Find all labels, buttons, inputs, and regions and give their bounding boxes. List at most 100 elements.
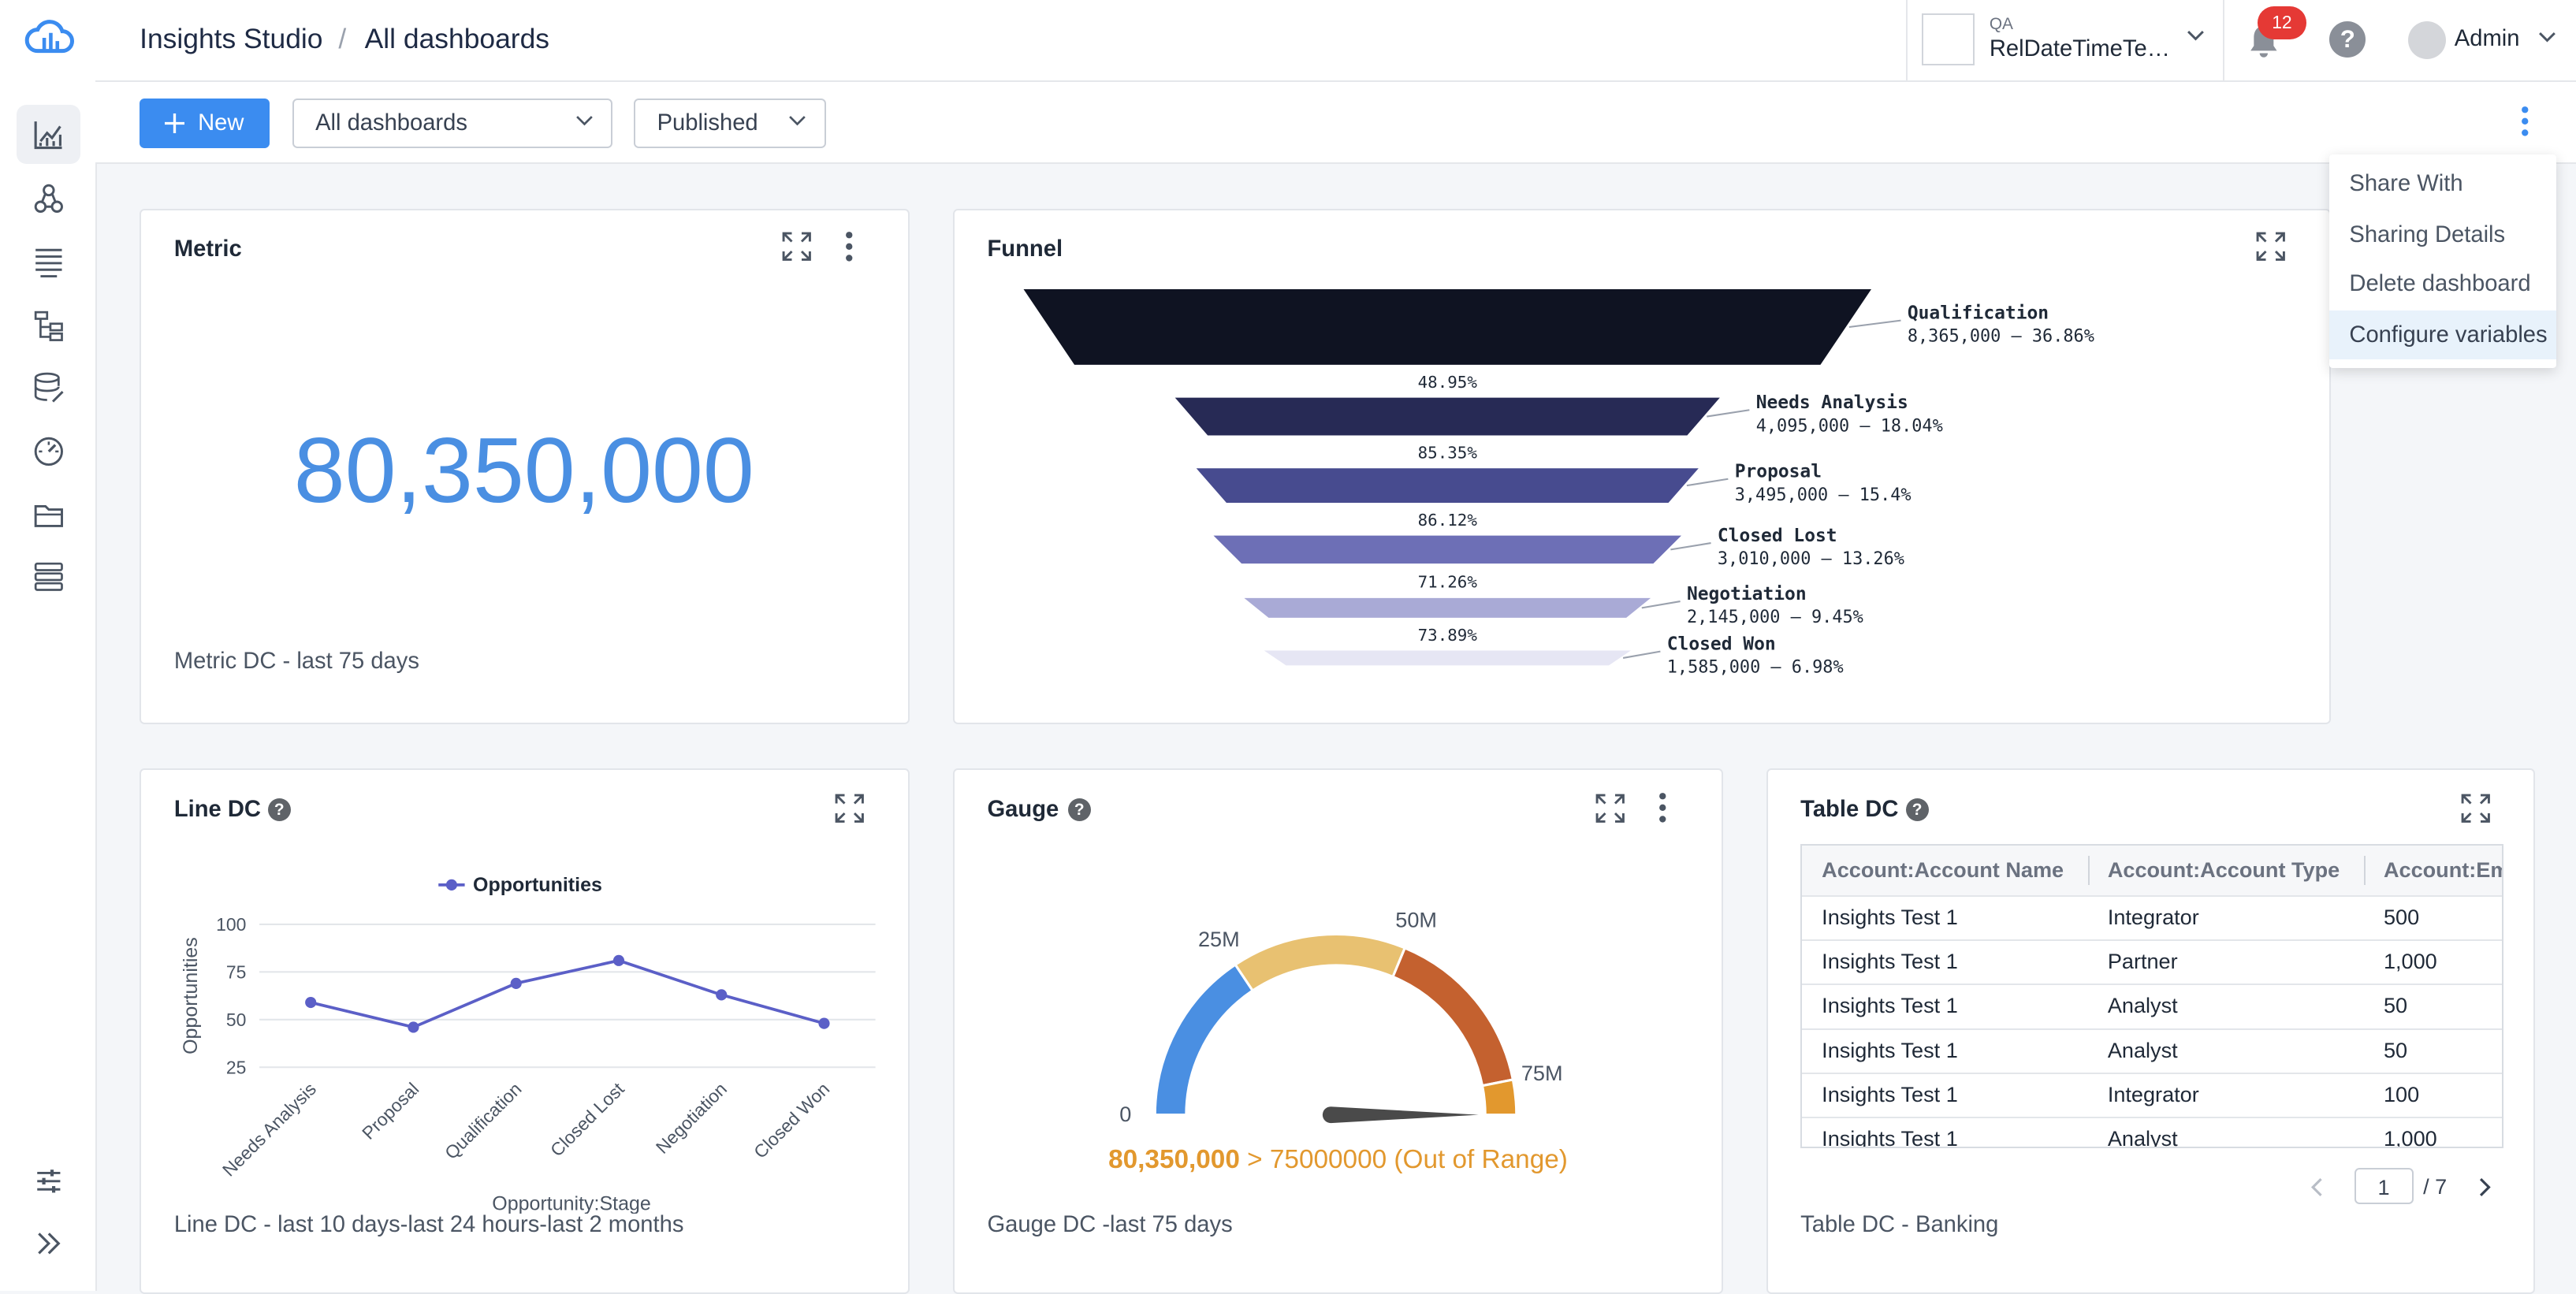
menu-item-configure-variables[interactable]: Configure variables bbox=[2329, 310, 2556, 360]
expand-icon[interactable] bbox=[2256, 232, 2286, 262]
hierarchy-icon bbox=[34, 310, 63, 341]
table-row[interactable]: Insights Test 1 Integrator 500 bbox=[1802, 895, 2503, 941]
table-cell: Insights Test 1 bbox=[1822, 993, 1958, 1018]
status-filter-select[interactable]: Published bbox=[634, 99, 827, 148]
funnel-segment[interactable] bbox=[1174, 397, 1720, 436]
column-header[interactable]: Account:Account Type bbox=[2107, 857, 2340, 883]
data-point[interactable] bbox=[408, 1021, 419, 1033]
top-bar: Insights Studio / All dashboards QA RelD… bbox=[95, 0, 2576, 83]
funnel-segment[interactable] bbox=[1244, 597, 1651, 618]
sidebar-settings[interactable] bbox=[17, 1151, 80, 1210]
chevron-left-icon[interactable] bbox=[2310, 1177, 2323, 1197]
data-point[interactable] bbox=[716, 989, 728, 1001]
sidebar-item-hierarchy[interactable] bbox=[17, 296, 80, 355]
plus-icon bbox=[165, 113, 185, 133]
new-dashboard-button[interactable]: New bbox=[140, 99, 270, 148]
funnel-card: Funnel Qualification 8,365,000 – 36.86% 48… bbox=[952, 208, 2332, 724]
column-header[interactable]: Account:Emp bbox=[2383, 857, 2502, 883]
funnel-stage-label: Proposal bbox=[1735, 461, 1822, 482]
series-line bbox=[310, 959, 825, 1029]
menu-item-sharing-details[interactable]: Sharing Details bbox=[2349, 221, 2506, 247]
funnel-conversion-label: 73.89% bbox=[1417, 626, 1477, 645]
x-tick-label: Qualification bbox=[441, 1079, 526, 1164]
table-cell: 100 bbox=[2383, 1081, 2420, 1106]
funnel-segment[interactable] bbox=[1196, 467, 1699, 503]
gauge-tick-label: 25M bbox=[1198, 928, 1240, 952]
dashboard-filter-select[interactable]: All dashboards bbox=[292, 99, 613, 148]
table-row[interactable]: Insights Test 1 Integrator 100 bbox=[1802, 1073, 2503, 1119]
table-cell: 50 bbox=[2383, 993, 2408, 1018]
column-header[interactable]: Account:Account Name bbox=[1822, 857, 2064, 883]
info-icon[interactable]: ? bbox=[1067, 798, 1091, 821]
info-icon[interactable]: ? bbox=[1905, 798, 1929, 821]
funnel-segment[interactable] bbox=[1213, 535, 1681, 563]
sidebar-item-reports[interactable] bbox=[17, 232, 80, 291]
more-options-icon[interactable] bbox=[2520, 105, 2530, 138]
data-model-icon bbox=[34, 184, 63, 214]
page-number-input[interactable]: 1 bbox=[2354, 1167, 2414, 1204]
funnel-connector bbox=[1622, 650, 1661, 659]
table-cell: Insights Test 1 bbox=[1822, 1126, 1958, 1148]
breadcrumb-app-title[interactable]: Insights Studio bbox=[140, 23, 323, 55]
funnel-chart: Qualification 8,365,000 – 36.86% 48.95% Nee… bbox=[1023, 288, 2094, 677]
data-point[interactable] bbox=[818, 1017, 830, 1030]
table-cell: Insights Test 1 bbox=[1822, 1081, 1958, 1106]
table-row[interactable]: Insights Test 1 Analyst 50 bbox=[1802, 984, 2503, 1030]
y-tick-label: 25 bbox=[226, 1058, 246, 1078]
card-footer: Line DC - last 10 days-last 24 hours-las… bbox=[173, 1212, 684, 1238]
sidebar-item-stack[interactable] bbox=[17, 547, 80, 606]
workspace-selector[interactable]: QA RelDateTimeTes... bbox=[1905, 0, 2224, 81]
avatar[interactable] bbox=[2408, 21, 2447, 60]
card-title: Metric bbox=[173, 236, 242, 262]
table-row[interactable]: Insights Test 1 Analyst 1,000 bbox=[1802, 1117, 2502, 1148]
table-cell: Insights Test 1 bbox=[1822, 904, 1958, 929]
funnel-stage-label: Needs Analysis bbox=[1756, 392, 1908, 413]
list-icon bbox=[35, 248, 62, 277]
expand-icon[interactable] bbox=[835, 794, 865, 824]
table-card: Table DC ? Account:Account Name Account:… bbox=[1766, 768, 2535, 1294]
card-menu-icon[interactable] bbox=[844, 230, 854, 263]
card-menu-icon[interactable] bbox=[1658, 791, 1668, 824]
info-icon[interactable]: ? bbox=[267, 798, 291, 821]
workspace-name: RelDateTimeTes... bbox=[1989, 35, 2174, 61]
chevron-down-icon bbox=[575, 115, 593, 126]
x-axis-title: Opportunity:Stage bbox=[492, 1193, 651, 1214]
y-tick-label: 75 bbox=[226, 962, 246, 983]
data-point[interactable] bbox=[613, 955, 625, 967]
funnel-connector bbox=[1848, 319, 1901, 328]
help-icon[interactable]: ? bbox=[2329, 21, 2366, 58]
breadcrumb-separator: / bbox=[338, 23, 347, 55]
sidebar-expand[interactable] bbox=[17, 1214, 80, 1273]
sidebar-item-folders[interactable] bbox=[17, 485, 80, 544]
funnel-segment[interactable] bbox=[1264, 650, 1631, 666]
cloud-logo-icon[interactable] bbox=[23, 18, 76, 61]
funnel-segment[interactable] bbox=[1023, 288, 1871, 365]
sidebar-item-dashboards[interactable] bbox=[16, 105, 81, 165]
sidebar-item-data-sources[interactable] bbox=[17, 358, 80, 417]
card-title: Gauge bbox=[987, 796, 1059, 822]
chevron-down-icon[interactable] bbox=[2538, 32, 2556, 43]
table-row[interactable]: Insights Test 1 Partner 1,000 bbox=[1802, 939, 2503, 986]
data-table[interactable]: Account:Account Name Account:Account Typ… bbox=[1800, 844, 2504, 1148]
sidebar-item-data-models[interactable] bbox=[17, 169, 80, 229]
expand-icon[interactable] bbox=[2461, 794, 2491, 824]
menu-item-share-with[interactable]: Share With bbox=[2349, 171, 2463, 197]
legend-label[interactable]: Opportunities bbox=[473, 875, 602, 897]
sidebar-item-gauges[interactable] bbox=[17, 421, 80, 480]
table-row[interactable]: Insights Test 1 Analyst 50 bbox=[1802, 1028, 2503, 1074]
menu-item-delete-dashboard[interactable]: Delete dashboard bbox=[2349, 271, 2531, 297]
chevron-right-icon[interactable] bbox=[2479, 1177, 2492, 1197]
funnel-value-label: 1,585,000 – 6.98% bbox=[1667, 657, 1844, 677]
expand-icon[interactable] bbox=[782, 232, 812, 262]
data-point[interactable] bbox=[510, 978, 522, 990]
user-name[interactable]: Admin bbox=[2454, 26, 2520, 52]
funnel-stage-label: Negotiation bbox=[1687, 584, 1807, 604]
gauge-tick-label: 50M bbox=[1395, 908, 1437, 932]
card-title: Table DC bbox=[1800, 796, 1899, 822]
data-point[interactable] bbox=[305, 997, 317, 1009]
x-tick-label: Needs Analysis bbox=[218, 1079, 320, 1181]
notification-count-badge: 12 bbox=[2257, 6, 2307, 39]
expand-icon[interactable] bbox=[1595, 794, 1625, 824]
funnel-value-label: 3,495,000 – 15.4% bbox=[1735, 485, 1912, 505]
gauge-readout: 80,350,000 > 75000000 (Out of Range) bbox=[955, 1145, 1722, 1175]
